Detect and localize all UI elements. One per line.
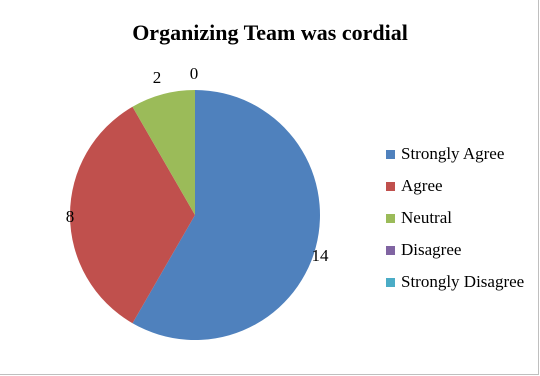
data-label-disagree: 0 — [190, 64, 199, 83]
legend-item-neutral: Neutral — [386, 202, 524, 234]
legend-swatch-strongly-disagree — [386, 277, 395, 287]
legend-swatch-neutral — [386, 213, 395, 223]
pie-slice-neutral — [132, 90, 195, 215]
legend: Strongly Agree Agree Neutral Disagree Strong… — [386, 138, 524, 298]
data-label-strongly-agree: 14 — [312, 246, 330, 265]
data-label-neutral: 2 — [153, 68, 162, 87]
legend-swatch-strongly-agree — [386, 149, 395, 159]
data-label-agree: 8 — [66, 207, 75, 226]
legend-item-strongly-disagree: Strongly Disagree — [386, 266, 524, 298]
legend-label-strongly-agree: Strongly Agree — [401, 144, 505, 163]
legend-swatch-agree — [386, 181, 395, 191]
legend-label-agree: Agree — [401, 176, 443, 195]
legend-label-disagree: Disagree — [401, 240, 462, 259]
legend-label-strongly-disagree: Strongly Disagree — [401, 272, 525, 291]
legend-label-neutral: Neutral — [401, 208, 452, 227]
chart-title: Organizing Team was cordial — [132, 20, 408, 45]
legend-item-agree: Agree — [386, 170, 524, 202]
legend-item-strongly-agree: Strongly Agree — [386, 138, 524, 170]
legend-item-disagree: Disagree — [386, 234, 524, 266]
pie-slice-strongly-agree — [132, 90, 320, 341]
legend-swatch-disagree — [386, 245, 395, 255]
